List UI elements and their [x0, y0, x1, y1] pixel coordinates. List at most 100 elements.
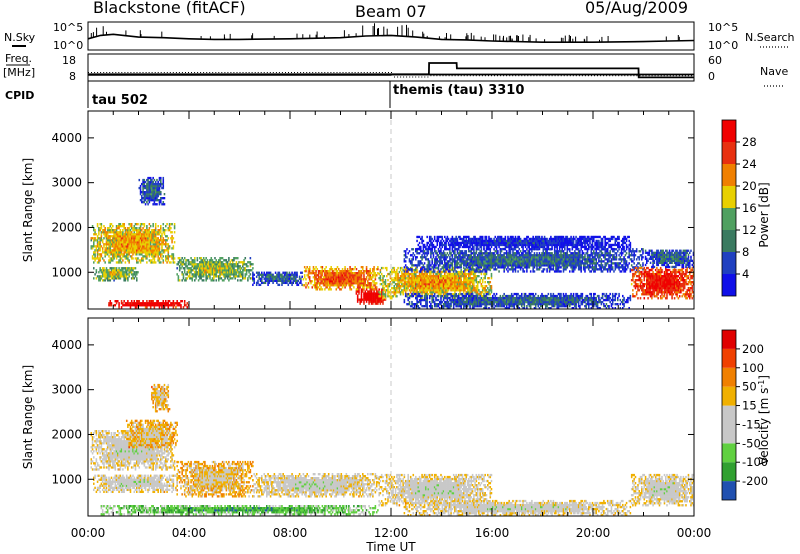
echo-cell	[531, 292, 533, 296]
echo-cell	[187, 263, 190, 266]
echo-cell	[180, 267, 182, 270]
echo-cell	[413, 283, 416, 286]
echo-cell	[388, 272, 391, 276]
echo-cell	[118, 251, 120, 254]
echo-cell	[504, 294, 507, 298]
echo-cell	[614, 303, 617, 306]
echo-cell	[154, 203, 157, 206]
echo-cell	[416, 291, 418, 294]
echo-cell	[436, 279, 439, 282]
echo-cell	[428, 275, 431, 278]
echo-cell	[190, 257, 192, 260]
echo-cell	[364, 270, 367, 273]
echo-cell	[423, 283, 426, 286]
echo-cell	[447, 272, 450, 276]
echo-cell	[172, 245, 175, 248]
echo-cell	[157, 302, 159, 305]
echo-cell	[101, 231, 104, 234]
echo-cell	[268, 271, 271, 274]
echo-cell	[350, 276, 353, 279]
echo-cell	[545, 307, 547, 310]
echo-cell	[575, 294, 577, 298]
echo-cell	[452, 297, 455, 300]
echo-cell	[205, 265, 207, 268]
echo-cell	[433, 294, 436, 298]
echo-cell	[564, 296, 566, 300]
echo-cell	[397, 272, 399, 276]
echo-cell	[605, 296, 608, 300]
echo-cell	[471, 291, 474, 294]
echo-cell	[122, 269, 124, 272]
echo-cell	[148, 247, 151, 250]
echo-cell	[218, 267, 220, 270]
echo-cell	[201, 265, 204, 268]
echo-cell	[122, 237, 124, 240]
echo-cell	[451, 283, 454, 286]
echo-cell	[425, 287, 427, 290]
echo-cell	[267, 275, 269, 278]
echo-cell	[282, 271, 284, 274]
echo-cell	[158, 304, 161, 307]
echo-cell	[113, 253, 115, 256]
echo-cell	[373, 274, 375, 277]
echo-cell	[149, 243, 152, 246]
echo-cell	[367, 272, 369, 275]
echo-cell	[119, 257, 122, 260]
nave-dot	[609, 75, 611, 77]
echo-cell	[281, 275, 283, 278]
echo-cell	[252, 277, 254, 280]
echo-cell	[94, 259, 96, 262]
echo-cell	[237, 265, 239, 268]
echo-cell	[441, 277, 444, 280]
echo-cell	[456, 283, 459, 286]
echo-cell	[157, 304, 159, 307]
echo-cell	[603, 305, 605, 308]
echo-cell	[450, 275, 452, 278]
echo-cell	[397, 266, 399, 270]
echo-cell	[220, 273, 223, 276]
echo-cell	[144, 243, 147, 246]
echo-cell	[200, 265, 202, 268]
echo-cell	[388, 291, 391, 294]
echo-cell	[468, 291, 470, 294]
echo-cell	[423, 293, 426, 296]
nave-dot	[630, 75, 632, 77]
echo-cell	[257, 273, 259, 276]
echo-cell	[139, 251, 142, 254]
echo-cell	[149, 239, 152, 242]
nave-dot	[303, 72, 305, 73]
echo-cell	[433, 277, 436, 280]
echo-cell	[157, 245, 159, 248]
echo-cell	[263, 271, 266, 274]
echo-cell	[465, 272, 468, 276]
echo-cell	[218, 271, 220, 274]
echo-cell	[287, 277, 290, 280]
echo-cell	[108, 241, 110, 244]
echo-cell	[391, 277, 393, 280]
echo-cell	[356, 298, 359, 301]
echo-cell	[567, 300, 570, 304]
echo-cell	[133, 302, 136, 305]
echo-cell	[356, 282, 359, 285]
echo-cell	[223, 279, 225, 282]
echo-cell	[439, 277, 441, 280]
echo-cell	[459, 277, 461, 280]
echo-cell	[110, 241, 113, 244]
echo-cell	[151, 199, 153, 202]
echo-cell	[598, 307, 600, 310]
echo-cell	[368, 274, 370, 277]
echo-cell	[95, 239, 98, 242]
echo-cell	[529, 292, 532, 296]
echo-cell	[349, 270, 351, 273]
echo-cell	[455, 281, 457, 284]
echo-cell	[93, 229, 95, 232]
echo-cell	[190, 261, 192, 264]
echo-cell	[393, 289, 396, 292]
echo-cell	[146, 235, 148, 238]
echo-cell	[182, 259, 185, 262]
echo-cell	[485, 300, 488, 304]
echo-cell	[338, 268, 340, 271]
echo-cell	[147, 229, 149, 232]
echo-cell	[418, 294, 421, 298]
echo-cell	[149, 233, 152, 236]
